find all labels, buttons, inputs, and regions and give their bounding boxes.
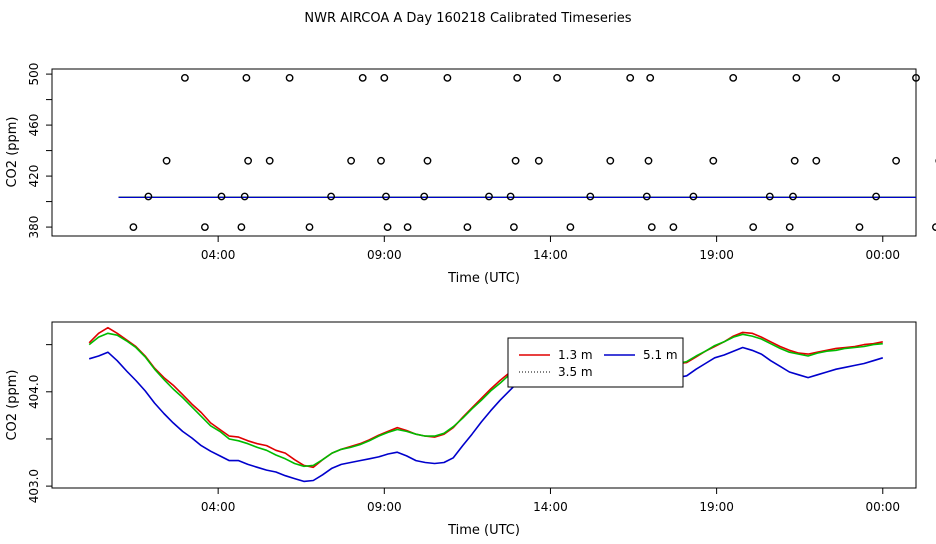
legend-box — [508, 338, 683, 387]
y-tick-label: 404.0 — [27, 375, 41, 409]
y-tick-label: 403.0 — [27, 469, 41, 503]
x-tick-label: 04:00 — [201, 248, 236, 262]
legend: 1.3 m 5.1 m 3.5 m — [508, 338, 683, 387]
y-tick-label: 420 — [27, 165, 41, 188]
x-tick-label: 19:00 — [699, 500, 734, 514]
x-tick-label: 09:00 — [367, 248, 402, 262]
legend-label-3-5m: 3.5 m — [558, 365, 593, 379]
x-tick-label: 14:00 — [533, 500, 568, 514]
y-tick-label: 460 — [27, 114, 41, 137]
y-tick-label: 500 — [27, 63, 41, 86]
x-tick-label: 04:00 — [201, 500, 236, 514]
figure-title: NWR AIRCOA A Day 160218 Calibrated Times… — [304, 11, 631, 26]
bottom-x-axis-label: Time (UTC) — [447, 523, 520, 538]
x-tick-label: 14:00 — [533, 248, 568, 262]
legend-label-1-3m: 1.3 m — [558, 348, 593, 362]
top-x-axis-label: Time (UTC) — [447, 271, 520, 286]
y-tick-label: 380 — [27, 216, 41, 239]
x-tick-label: 00:00 — [865, 248, 900, 262]
legend-label-5-1m: 5.1 m — [643, 348, 678, 362]
top-y-axis-label: CO2 (ppm) — [5, 116, 20, 187]
bottom-y-axis-label: CO2 (ppm) — [5, 369, 20, 440]
x-tick-label: 09:00 — [367, 500, 402, 514]
x-tick-label: 19:00 — [699, 248, 734, 262]
x-tick-label: 00:00 — [865, 500, 900, 514]
